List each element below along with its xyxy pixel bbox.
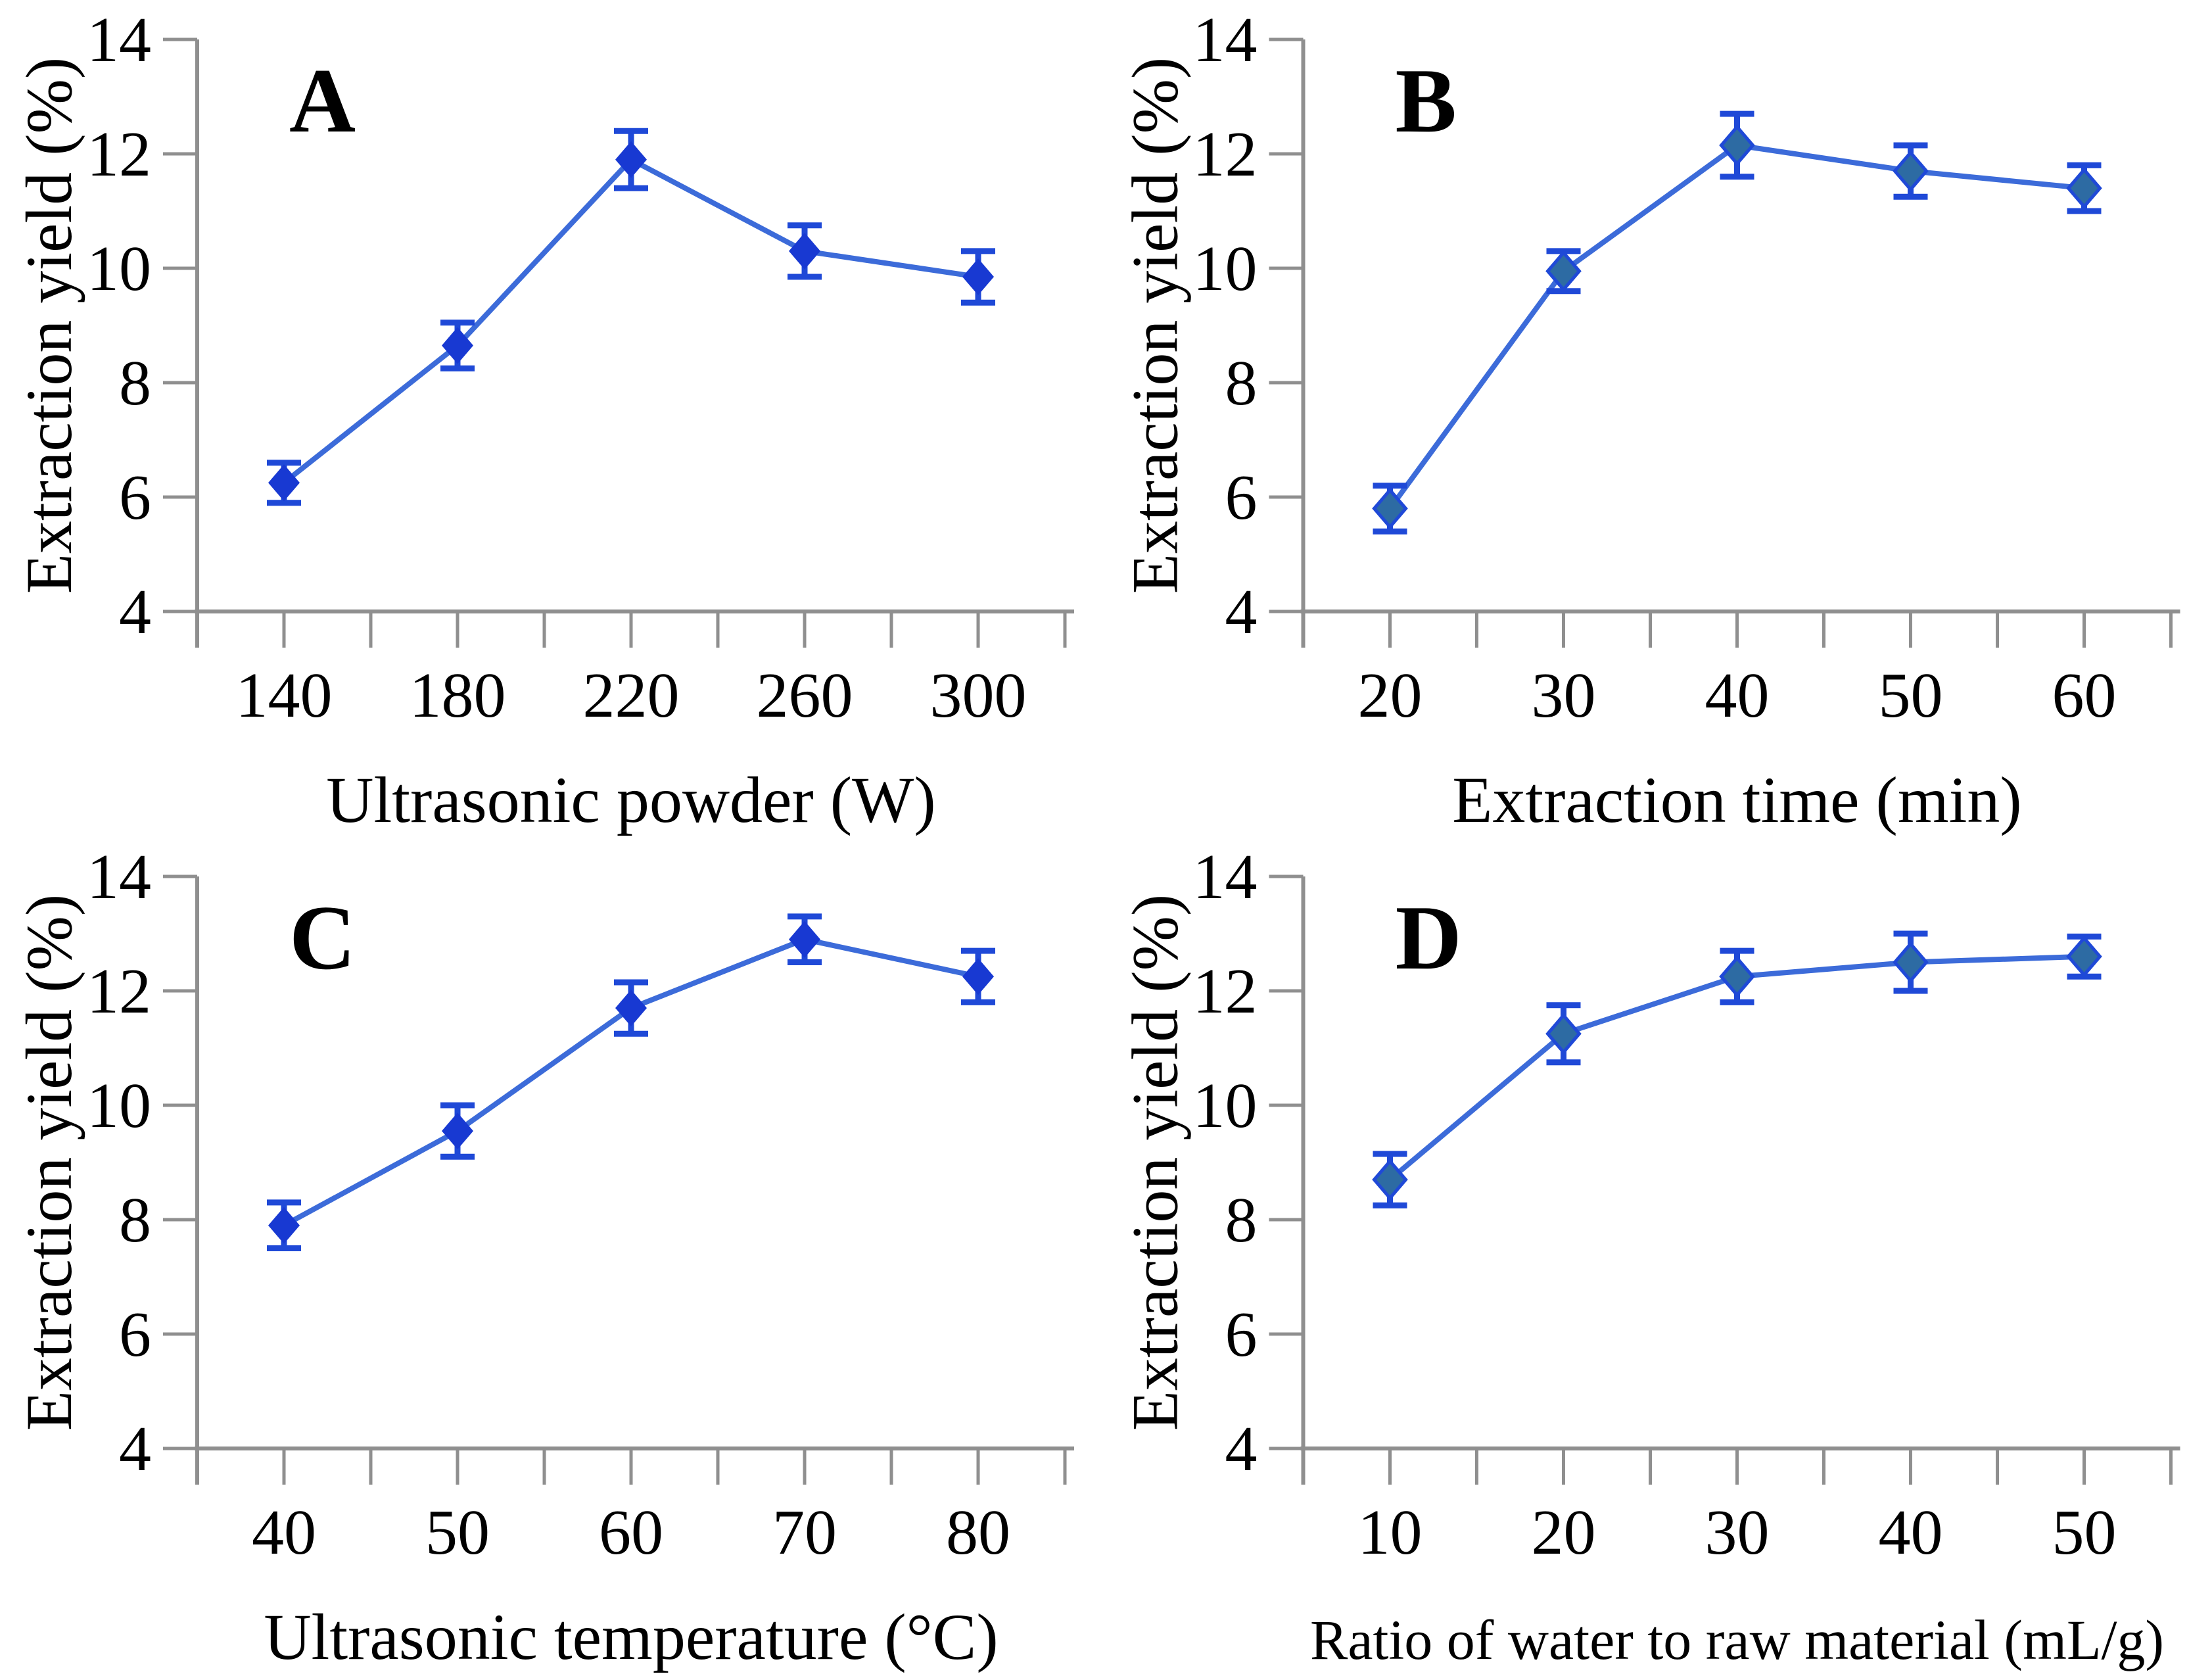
- x-axis-title: Ratio of water to raw material (mL/g): [1310, 1608, 2164, 1671]
- chart-panel-A: 4 6 8 10 12 14 140 180 220 260 300 Ultrasonic powde…: [12, 5, 1074, 836]
- x-tick-label: 60: [2052, 660, 2117, 731]
- chart-panel-C: 4 6 8 10 12 14 40 50 60 70 80 Ultrasonic temperatur…: [12, 842, 1074, 1673]
- data-point-marker: [615, 990, 647, 1027]
- y-tick-label: 4: [119, 1414, 151, 1485]
- data-point-marker: [2066, 935, 2102, 978]
- x-tick-label: 50: [1879, 660, 1943, 731]
- data-point-marker: [1719, 955, 1755, 998]
- x-tick-label: 50: [425, 1497, 490, 1568]
- y-tick-label: 10: [87, 1070, 151, 1141]
- data-line: [282, 156, 979, 485]
- y-tick-label: 14: [1193, 5, 1258, 76]
- data-point-marker: [1372, 1159, 1408, 1201]
- y-axis-title: Extraction yield (%): [1119, 894, 1192, 1431]
- x-tick-label: 80: [946, 1497, 1010, 1568]
- y-tick-label: 4: [1225, 1414, 1258, 1485]
- panel-C: 4 6 8 10 12 14 40 50 60 70 80 Ultrasonic temperatur…: [0, 837, 1106, 1674]
- x-tick-label: 30: [1705, 1497, 1770, 1568]
- y-tick-label: 4: [1225, 577, 1258, 648]
- x-axis-title: Ultrasonic powder (W): [326, 763, 935, 836]
- x-tick-label: 70: [772, 1497, 837, 1568]
- data-point-marker: [442, 1112, 473, 1150]
- y-tick-label: 12: [87, 956, 151, 1027]
- x-tick-label: 260: [757, 660, 853, 731]
- data-point-marker: [1893, 941, 1929, 984]
- y-axis-title: Extraction yield (%): [12, 57, 85, 594]
- y-tick-label: 10: [87, 233, 151, 304]
- y-tick-label: 12: [87, 119, 151, 190]
- data-point-marker: [615, 141, 647, 178]
- data-point-marker: [1545, 250, 1582, 293]
- y-tick-label: 12: [1193, 119, 1258, 190]
- x-axis-title: Ultrasonic temperature (°C): [264, 1600, 998, 1673]
- x-tick-label: 300: [930, 660, 1027, 731]
- chart-panel-D: 4 6 8 10 12 14 10 20 30 40 50 Ratio of water to raw…: [1119, 842, 2180, 1671]
- y-tick-label: 8: [1225, 1185, 1258, 1256]
- y-tick-label: 10: [1193, 1070, 1258, 1141]
- data-point-marker: [268, 464, 300, 502]
- panel-letter: A: [289, 50, 356, 152]
- data-point-marker: [1372, 487, 1408, 530]
- data-line: [1388, 142, 2084, 510]
- data-point-marker: [1893, 150, 1929, 192]
- y-tick-label: 4: [119, 577, 151, 648]
- data-point-marker: [962, 958, 994, 995]
- panel-letter: B: [1396, 50, 1457, 152]
- y-tick-label: 6: [119, 1299, 151, 1370]
- data-point-marker: [789, 232, 820, 270]
- panel-letter: C: [289, 887, 356, 989]
- x-tick-label: 10: [1358, 1497, 1423, 1568]
- panel-B: 4 6 8 10 12 14 20 30 40 50 60 Extraction time (min)…: [1106, 0, 2212, 837]
- y-tick-label: 6: [1225, 1299, 1258, 1370]
- y-tick-label: 14: [87, 5, 151, 76]
- y-tick-label: 14: [1193, 842, 1258, 913]
- y-tick-label: 6: [119, 462, 151, 533]
- chart-panel-B: 4 6 8 10 12 14 20 30 40 50 60 Extraction time (min)…: [1119, 5, 2180, 836]
- data-point-marker: [2066, 167, 2102, 210]
- x-tick-label: 40: [1705, 660, 1770, 731]
- y-tick-label: 8: [119, 348, 151, 419]
- x-tick-label: 20: [1358, 660, 1423, 731]
- data-point-marker: [1545, 1013, 1582, 1055]
- x-tick-label: 40: [252, 1497, 316, 1568]
- panel-A: 4 6 8 10 12 14 140 180 220 260 300 Ultrasonic powde…: [0, 0, 1106, 837]
- y-tick-label: 8: [119, 1185, 151, 1256]
- y-tick-label: 6: [1225, 462, 1258, 533]
- y-tick-label: 14: [87, 842, 151, 913]
- x-tick-label: 40: [1879, 1497, 1943, 1568]
- y-tick-label: 12: [1193, 956, 1258, 1027]
- y-tick-label: 8: [1225, 348, 1258, 419]
- panel-letter: D: [1396, 887, 1462, 989]
- x-tick-label: 220: [583, 660, 680, 731]
- x-tick-label: 50: [2052, 1497, 2117, 1568]
- y-axis-title: Extraction yield (%): [12, 894, 85, 1431]
- x-tick-label: 30: [1532, 660, 1596, 731]
- data-point-marker: [789, 921, 820, 958]
- y-tick-label: 10: [1193, 233, 1258, 304]
- panel-D: 4 6 8 10 12 14 10 20 30 40 50 Ratio of water to raw…: [1106, 837, 2212, 1674]
- data-point-marker: [268, 1207, 300, 1244]
- x-tick-label: 140: [236, 660, 333, 731]
- y-axis-title: Extraction yield (%): [1119, 57, 1192, 594]
- data-point-marker: [442, 327, 473, 364]
- x-axis-title: Extraction time (min): [1452, 763, 2021, 836]
- x-tick-label: 60: [599, 1497, 663, 1568]
- x-tick-label: 180: [410, 660, 506, 731]
- data-point-marker: [1719, 124, 1755, 166]
- x-tick-label: 20: [1532, 1497, 1596, 1568]
- data-point-marker: [962, 258, 994, 296]
